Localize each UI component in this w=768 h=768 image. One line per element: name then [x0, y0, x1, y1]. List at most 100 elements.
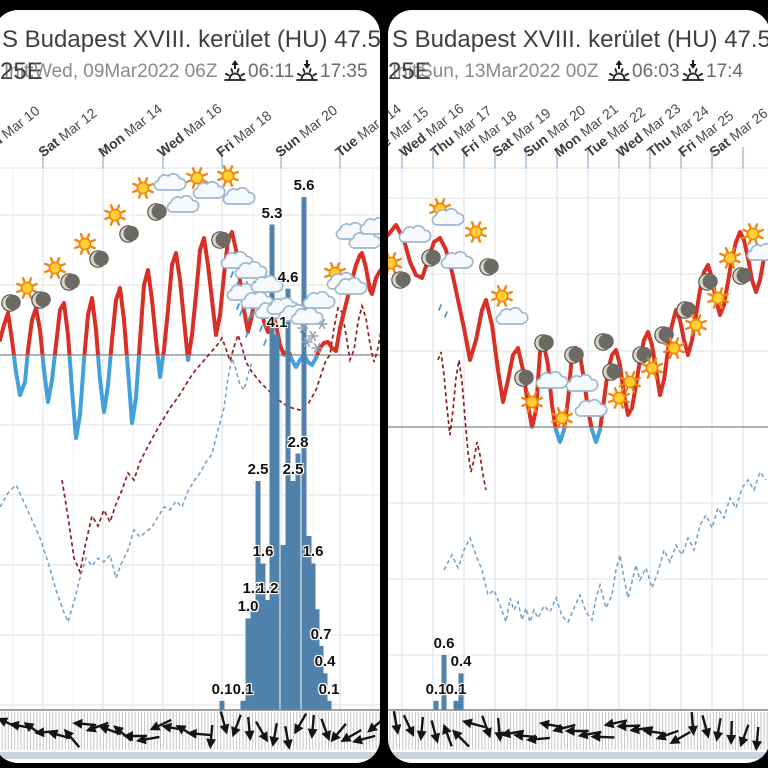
sunrise-icon [606, 60, 632, 84]
precip-bar [295, 453, 301, 710]
precip-bar [453, 700, 459, 710]
precip-bar [306, 535, 312, 710]
wind-arrow-icon [330, 723, 347, 743]
cloud-icon [166, 194, 200, 213]
raindrop-icon [263, 339, 267, 346]
precip-value-label: 2.5 [282, 461, 304, 478]
precip-bar [433, 700, 439, 710]
precip-value-label: 5.3 [261, 204, 283, 222]
coordinate-fragment: 25E [388, 58, 431, 85]
moon-icon [732, 267, 752, 285]
wind-arrow-icon [186, 728, 211, 739]
sunrise-glyph [224, 60, 246, 81]
moon-icon [89, 250, 109, 268]
sun-icon [44, 257, 66, 279]
cloud-icon [192, 180, 226, 199]
wind-arrow-icon [726, 720, 737, 745]
sunset-time: 17:35 [320, 61, 368, 82]
wind-arrow-icon [307, 714, 318, 739]
precip-value-label: 4.1 [266, 314, 288, 332]
cloud-icon [398, 224, 432, 243]
raindrop-icon [247, 315, 251, 322]
wind-arrow-icon [452, 729, 470, 748]
wind-arrow-icon [590, 731, 615, 742]
wind-arrow-icon [701, 715, 711, 739]
sun-icon [685, 314, 707, 336]
meteogram-panel-right[interactable]: S Budapest XVIII. kerület (HU) 47.5N Ini… [388, 10, 768, 763]
temperature-line [0, 230, 380, 355]
precip-bar [269, 224, 275, 710]
humidity-dashed-line [0, 355, 253, 625]
sun-icon [719, 247, 741, 269]
sunset-icon [294, 60, 320, 84]
wind-arrow-icon [231, 714, 242, 738]
cloud-icon [440, 250, 474, 269]
precip-bar [290, 481, 296, 710]
moon-icon [147, 203, 167, 221]
precip-bar [318, 645, 324, 710]
precip-value-label: 1.0 [237, 598, 259, 616]
moon-icon [698, 273, 718, 291]
raindrop-icon [245, 331, 249, 338]
wind-arrow-icon [352, 734, 376, 745]
cloud-icon [495, 306, 529, 325]
cloud-icon [565, 373, 599, 392]
sun-icon [641, 357, 663, 379]
wind-arrow-icon [391, 710, 402, 735]
precip-bar [219, 700, 225, 710]
snowflake-icon [307, 330, 319, 342]
cloud-icon [334, 276, 368, 295]
cloud-icon [746, 242, 768, 261]
sunset-time: 17:4 [706, 61, 743, 82]
precip-value-label: 5.6 [293, 177, 315, 195]
precip-bar [441, 655, 447, 710]
snowflake-icon [301, 336, 313, 348]
wind-arrow-icon [416, 716, 427, 741]
wind-arrow-icon [63, 728, 81, 748]
sunset-icon [680, 60, 706, 84]
wind-arrow-icon [500, 728, 525, 739]
sun-icon [217, 165, 239, 187]
init-label: Init: [4, 61, 35, 82]
humidity-dashed-line [443, 470, 767, 625]
sun-icon [74, 233, 96, 255]
precip-bar [301, 197, 307, 711]
precip-bar [274, 334, 280, 710]
wind-arrow-icon [340, 728, 362, 742]
moon-icon [391, 271, 411, 289]
moon-icon [31, 291, 51, 309]
wind-arrow-icon [577, 729, 602, 740]
model-run-datetime: Sun, 13Mar2022 00Z [420, 61, 599, 82]
wind-arrow-icon [461, 718, 486, 729]
wind-arrow-icon [294, 713, 308, 735]
moon-icon [676, 301, 696, 319]
sunrise-icon [222, 60, 248, 84]
sunrise-time: 06:11 [248, 61, 295, 82]
precip-value-label: 0.1 [318, 680, 340, 698]
sun-icon [104, 204, 126, 226]
raindrop-icon [444, 311, 448, 318]
precip-value-label: 0.4 [450, 653, 472, 671]
sun-cloud-icon [429, 198, 465, 226]
sun-icon [16, 277, 38, 299]
wind-arrow-icon [752, 726, 763, 751]
moon-icon [119, 225, 139, 243]
sun-icon [608, 387, 630, 409]
wind-arrow-icon [552, 723, 576, 734]
precip-bar [240, 700, 246, 710]
cloud-icon [153, 172, 187, 191]
precip-value-label: 1.6 [252, 543, 274, 561]
sunrise-time: 06:03 [632, 61, 680, 82]
wind-arrow-icon [738, 724, 750, 748]
precip-value-label: 1.2 [242, 580, 264, 598]
meteogram-panel-left[interactable]: S Budapest XVIII. kerület (HU) 47.5N Ini… [0, 10, 380, 763]
wind-arrow-icon [687, 711, 698, 736]
cloud-icon [302, 290, 336, 309]
cloud-icon [574, 398, 608, 417]
sun-icon [742, 223, 764, 245]
sunrise-glyph [608, 60, 630, 81]
precip-value-label: 0.1 [232, 680, 254, 698]
moon-icon [479, 258, 499, 276]
secondary-temp-dashed-line [61, 302, 380, 575]
wind-arrow-icon [269, 722, 280, 747]
